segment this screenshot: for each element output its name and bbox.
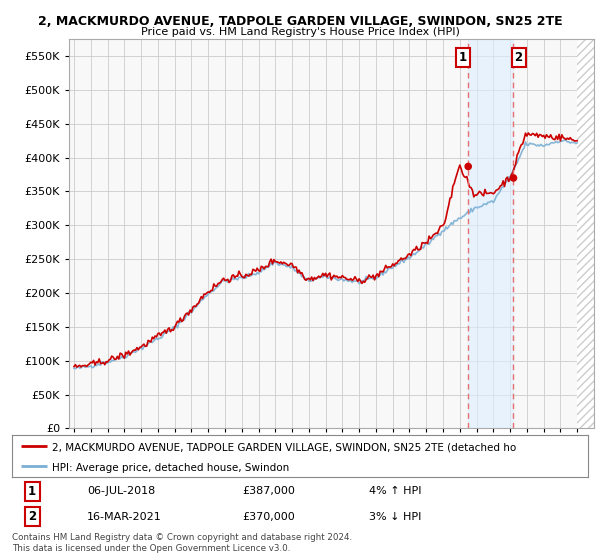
Text: 3% ↓ HPI: 3% ↓ HPI	[369, 511, 421, 521]
Bar	[577, 39, 594, 428]
Bar	[577, 39, 594, 428]
Text: £370,000: £370,000	[242, 511, 295, 521]
Text: £387,000: £387,000	[242, 487, 295, 497]
Text: 06-JUL-2018: 06-JUL-2018	[87, 487, 155, 497]
Text: 1: 1	[459, 51, 467, 64]
Text: 2: 2	[514, 51, 523, 64]
Bar	[468, 39, 514, 428]
Text: 2: 2	[28, 510, 36, 523]
Text: 16-MAR-2021: 16-MAR-2021	[87, 511, 161, 521]
Text: 2, MACKMURDO AVENUE, TADPOLE GARDEN VILLAGE, SWINDON, SN25 2TE (detached ho: 2, MACKMURDO AVENUE, TADPOLE GARDEN VILL…	[52, 442, 517, 452]
Text: HPI: Average price, detached house, Swindon: HPI: Average price, detached house, Swin…	[52, 463, 290, 473]
Text: 2, MACKMURDO AVENUE, TADPOLE GARDEN VILLAGE, SWINDON, SN25 2TE: 2, MACKMURDO AVENUE, TADPOLE GARDEN VILL…	[38, 15, 562, 27]
Point	[509, 174, 518, 183]
Point	[463, 162, 473, 171]
Text: 4% ↑ HPI: 4% ↑ HPI	[369, 487, 422, 497]
Text: Price paid vs. HM Land Registry's House Price Index (HPI): Price paid vs. HM Land Registry's House …	[140, 27, 460, 37]
Text: Contains HM Land Registry data © Crown copyright and database right 2024.
This d: Contains HM Land Registry data © Crown c…	[12, 533, 352, 553]
Text: 1: 1	[28, 485, 36, 498]
